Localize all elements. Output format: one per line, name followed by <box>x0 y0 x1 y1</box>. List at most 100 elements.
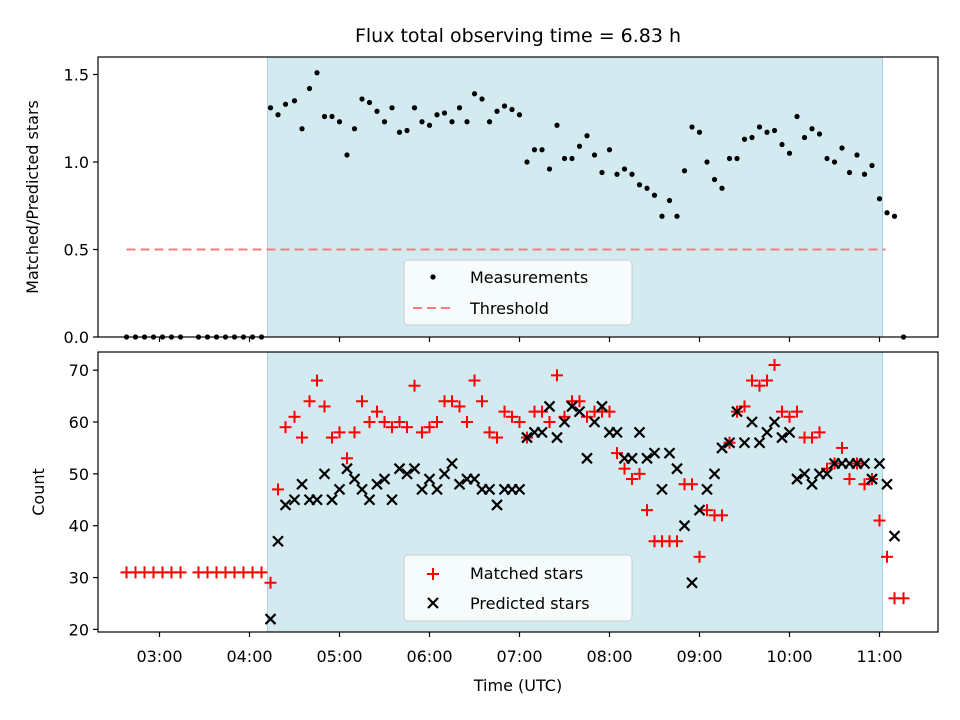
measurement-point <box>434 112 440 118</box>
measurement-point <box>554 122 560 128</box>
predicted-star-point <box>708 468 721 480</box>
predicted-star-point <box>371 478 383 491</box>
bottom-y-tick-label: 50 <box>69 465 89 484</box>
predicted-star-point <box>761 426 773 439</box>
top-y-tick-label: 0.5 <box>64 241 89 260</box>
measurement-point <box>321 113 328 120</box>
measurement-point <box>621 166 628 172</box>
measurement-point <box>876 196 883 202</box>
predicted-star-point <box>386 493 398 506</box>
matched-star-point <box>318 400 331 413</box>
predicted-star-point <box>551 431 563 444</box>
matched-star-point <box>326 431 338 444</box>
predicted-star-point <box>318 468 331 480</box>
measurement-point <box>456 105 463 111</box>
measurement-point <box>801 134 808 141</box>
legend-threshold-label: Threshold <box>469 299 549 318</box>
predicted-star-point <box>783 426 796 439</box>
matched-star-point <box>626 473 638 486</box>
predicted-star-point <box>716 442 728 454</box>
predicted-star-point <box>648 447 661 459</box>
predicted-star-point <box>393 462 406 475</box>
measurement-point <box>786 150 793 156</box>
measurement-point <box>344 152 350 158</box>
matched-star-point <box>453 400 466 413</box>
measurement-point <box>891 213 898 219</box>
measurement-point <box>711 176 718 183</box>
matched-star-point <box>255 566 268 579</box>
matched-star-point <box>393 416 406 428</box>
matched-star-point <box>897 592 910 605</box>
matched-star-point <box>461 416 473 428</box>
predicted-star-point <box>596 400 608 413</box>
top-panel: 0.0 0.5 1.0 1.5 Flux total observing time =… <box>23 25 939 347</box>
measurement-point <box>599 169 605 176</box>
matched-star-point <box>603 405 616 418</box>
matched-star-point <box>491 431 503 444</box>
measurement-point <box>509 106 515 113</box>
measurement-point <box>861 171 868 177</box>
measurement-point <box>516 112 523 118</box>
x-tick-label: 06:00 <box>406 647 452 666</box>
predicted-star-point <box>446 457 458 470</box>
predicted-star-point <box>431 483 443 496</box>
predicted-star-point <box>873 457 886 470</box>
matched-star-point <box>611 447 623 460</box>
measurement-point <box>846 169 853 176</box>
matched-star-point <box>738 400 751 413</box>
predicted-star-point <box>326 493 338 506</box>
predicted-star-point <box>272 535 284 548</box>
bottom-y-axis-label: Count <box>29 468 48 516</box>
measurement-point <box>614 171 620 177</box>
measurement-point <box>359 96 365 102</box>
measurement-point <box>591 152 598 158</box>
top-y-tick-label: 1.0 <box>64 153 89 172</box>
matched-star-point <box>753 379 766 392</box>
predicted-star-point <box>806 478 818 491</box>
predicted-star-point <box>296 478 308 491</box>
predicted-star-point <box>611 426 623 439</box>
predicted-star-point <box>348 473 361 485</box>
measurement-point <box>719 185 725 191</box>
matched-star-point <box>543 416 556 428</box>
measurement-point <box>689 124 695 130</box>
measurement-point <box>584 133 590 139</box>
measurement-point <box>764 129 770 135</box>
predicted-star-point <box>573 405 586 418</box>
predicted-star-point <box>363 493 376 506</box>
matched-star-point <box>303 395 316 408</box>
matched-star-point <box>641 504 653 517</box>
predicted-star-point <box>401 468 413 480</box>
matched-star-point <box>296 431 308 444</box>
measurement-point <box>576 143 583 149</box>
measurement-point <box>794 113 800 120</box>
matched-star-point <box>333 426 346 439</box>
matched-star-point <box>348 426 361 439</box>
predicted-star-point <box>678 519 691 532</box>
measurement-point <box>779 141 785 148</box>
matched-star-point <box>264 576 277 589</box>
x-tick-label: 11:00 <box>856 647 902 666</box>
predicted-star-point <box>356 483 368 496</box>
measurement-point <box>824 155 830 162</box>
matched-stars-points <box>120 358 910 605</box>
matched-star-point <box>746 374 758 387</box>
predicted-star-point <box>738 436 751 449</box>
measurement-point <box>546 166 553 172</box>
predicted-star-point <box>858 457 871 470</box>
top-y-tick-label: 0.0 <box>64 328 89 347</box>
predicted-star-point <box>453 478 466 491</box>
matched-star-point <box>873 514 886 527</box>
predicted-star-point <box>423 473 436 485</box>
x-tick-label: 07:00 <box>496 647 542 666</box>
x-tick-label: 04:00 <box>226 647 272 666</box>
measurement-point <box>839 145 845 151</box>
predicted-star-point <box>438 468 451 480</box>
matched-star-point <box>843 473 856 486</box>
predicted-star-point <box>333 483 346 496</box>
matched-star-point <box>776 405 788 418</box>
matched-star-point <box>686 478 698 491</box>
predicted-star-point <box>468 473 481 485</box>
predicted-star-point <box>408 462 421 475</box>
